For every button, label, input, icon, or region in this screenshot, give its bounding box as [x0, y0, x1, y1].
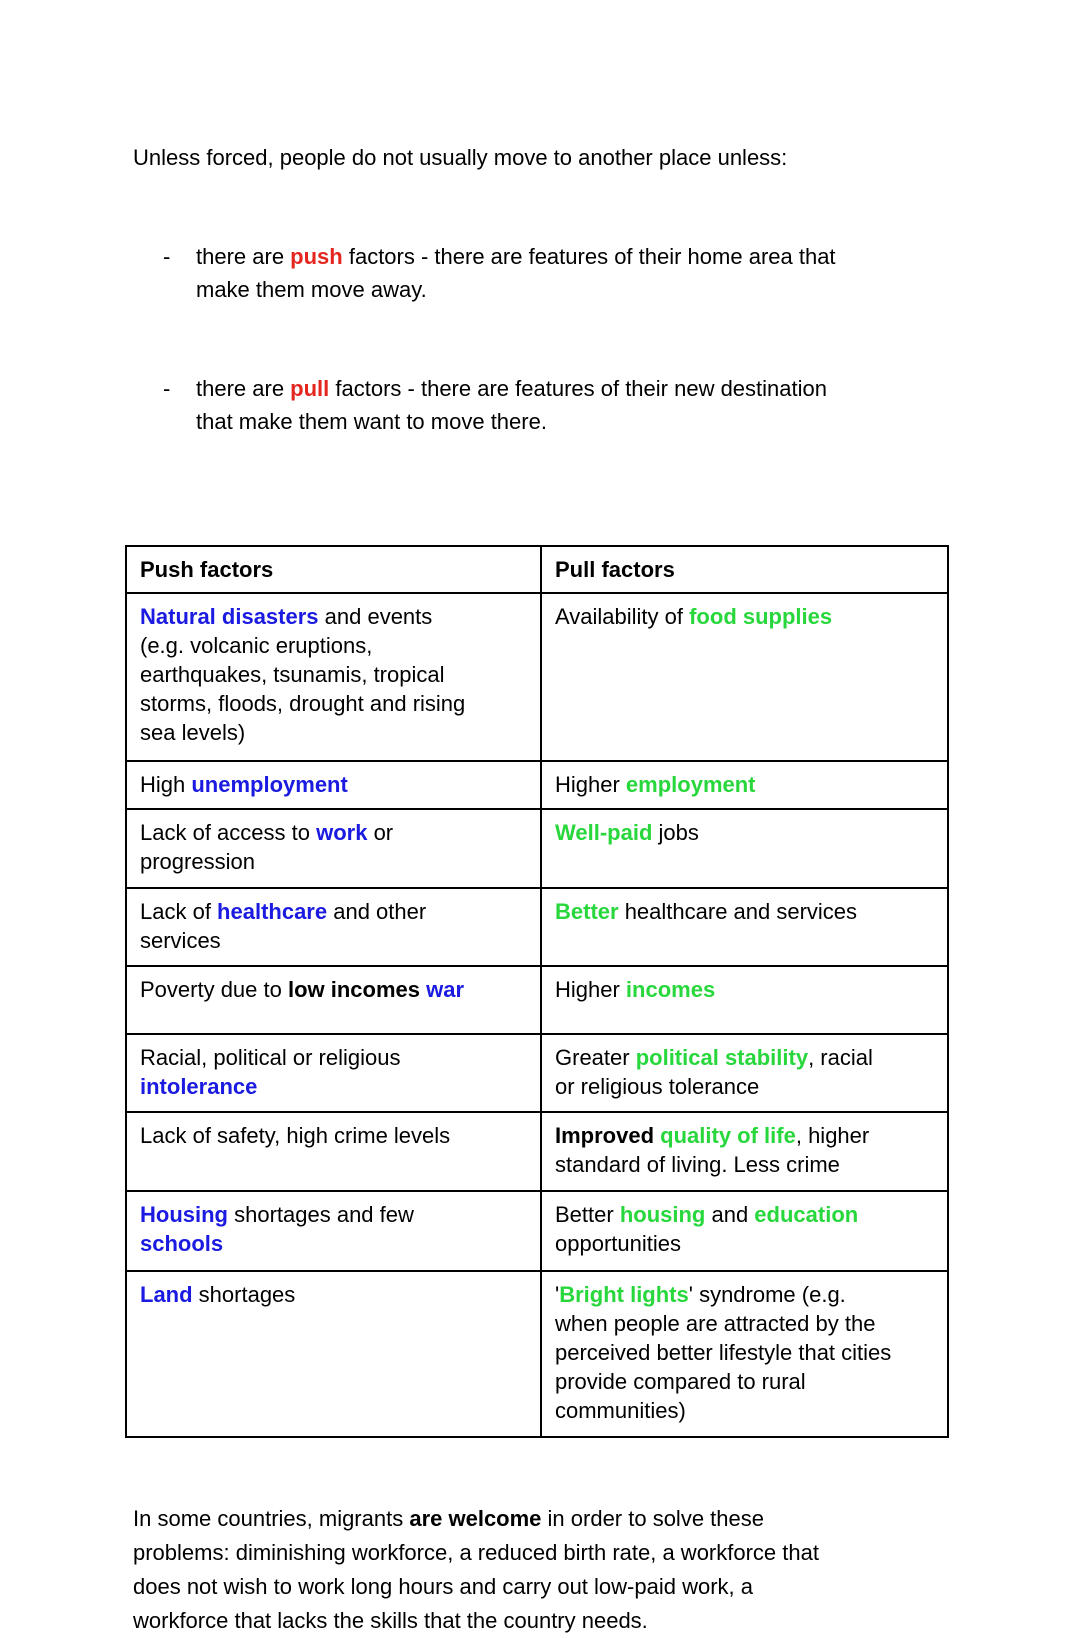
- pull-factor-cell: Higher incomes: [540, 965, 949, 1035]
- document-page: { "colors": { "text": "#000000", "accent…: [125, 145, 949, 1633]
- pull-factor-cell: Higher employment: [540, 760, 949, 810]
- bullet-item: - there are pull factors - there are fea…: [133, 372, 945, 438]
- table-row: Poverty due to low incomes war Higher in…: [125, 965, 949, 1035]
- table-row: Land shortages 'Bright lights' syndrome …: [125, 1270, 949, 1438]
- push-factors-header: Push factors: [125, 545, 542, 594]
- table-row: High unemployment Higher employment: [125, 760, 949, 810]
- table-row: Racial, political or religious intoleran…: [125, 1033, 949, 1113]
- intro-lead: Unless forced, people do not usually mov…: [133, 145, 788, 170]
- pull-factor-cell: 'Bright lights' syndrome (e.g. when peop…: [540, 1270, 949, 1438]
- pull-factors-header: Pull factors: [540, 545, 949, 594]
- bullet-text-pull: there are pull factors - there are featu…: [196, 376, 827, 434]
- push-factor-cell: Lack of access to work or progression: [125, 808, 542, 889]
- push-factor-cell: Poverty due to low incomes war: [125, 965, 542, 1035]
- pull-factor-cell: Well-paid jobs: [540, 808, 949, 889]
- push-factor-cell: Lack of safety, high crime levels: [125, 1111, 542, 1192]
- table-row: Lack of access to work or progression We…: [125, 808, 949, 889]
- table-header-row: Push factors Pull factors: [125, 545, 949, 594]
- push-pull-table: Push factors Pull factors Natural disast…: [125, 545, 949, 1438]
- bullet-item: - there are push factors - there are fea…: [133, 240, 945, 306]
- pull-factor-cell: Better housing and education opportuniti…: [540, 1190, 949, 1272]
- push-factor-cell: Racial, political or religious intoleran…: [125, 1033, 542, 1113]
- table-row: Lack of safety, high crime levels Improv…: [125, 1111, 949, 1192]
- closing-paragraph: In some countries, migrants are welcome …: [133, 1506, 819, 1633]
- pull-factor-cell: Improved quality of life, higher standar…: [540, 1111, 949, 1192]
- bullet-text-push: there are push factors - there are featu…: [196, 244, 836, 302]
- push-factor-cell: Land shortages: [125, 1270, 542, 1438]
- push-factor-cell: High unemployment: [125, 760, 542, 810]
- pull-factor-cell: Availability of food supplies: [540, 592, 949, 762]
- table-row: Natural disasters and events (e.g. volca…: [125, 592, 949, 762]
- bullet-dash: -: [163, 376, 171, 401]
- push-factor-cell: Housing shortages and few schools: [125, 1190, 542, 1272]
- bullet-dash: -: [163, 244, 171, 269]
- table-row: Lack of healthcare and other services Be…: [125, 887, 949, 967]
- intro-section: Unless forced, people do not usually mov…: [133, 75, 945, 504]
- pull-factor-cell: Greater political stability, racial or r…: [540, 1033, 949, 1113]
- pull-factor-cell: Better healthcare and services: [540, 887, 949, 967]
- table-row: Housing shortages and few schools Better…: [125, 1190, 949, 1272]
- push-factor-cell: Natural disasters and events (e.g. volca…: [125, 592, 542, 762]
- push-factor-cell: Lack of healthcare and other services: [125, 887, 542, 967]
